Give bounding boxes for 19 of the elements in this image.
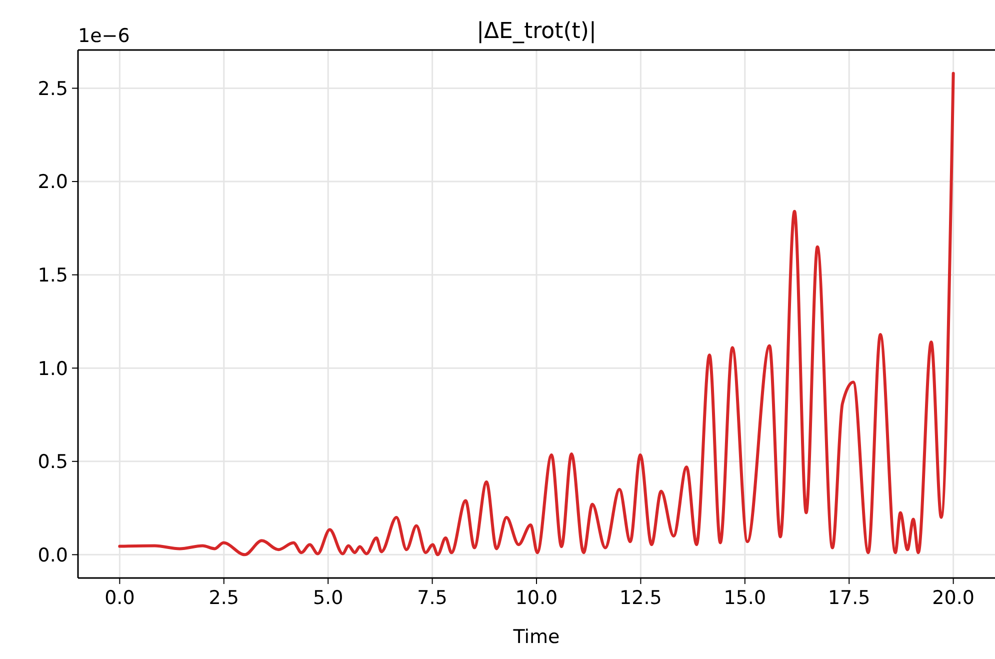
x-tick-label: 5.0 <box>312 587 344 609</box>
x-tick-label: 10.0 <box>515 587 558 609</box>
x-tick-label: 17.5 <box>828 587 870 609</box>
x-tick-label: 0.0 <box>104 587 135 609</box>
y-tick-label: 0.0 <box>38 544 68 566</box>
chart-title: |ΔE_trot(t)| <box>476 19 596 44</box>
y-tick-label: 1.5 <box>38 264 68 286</box>
y-tick-label: 2.5 <box>38 78 68 100</box>
y-tick-label: 2.0 <box>38 171 68 194</box>
x-tick-label: 20.0 <box>932 587 974 609</box>
line-series <box>118 72 955 556</box>
x-tick-label: 12.5 <box>620 587 662 609</box>
x-tick-label: 2.5 <box>208 587 239 609</box>
x-tick-label: 7.5 <box>417 587 448 609</box>
y-tick-label: 0.5 <box>38 451 68 474</box>
x-tick-label: 15.0 <box>724 587 766 609</box>
x-axis-title: Time <box>512 626 560 648</box>
y-tick-label: 1.0 <box>38 358 68 380</box>
text: 1e−6 <box>78 25 130 47</box>
